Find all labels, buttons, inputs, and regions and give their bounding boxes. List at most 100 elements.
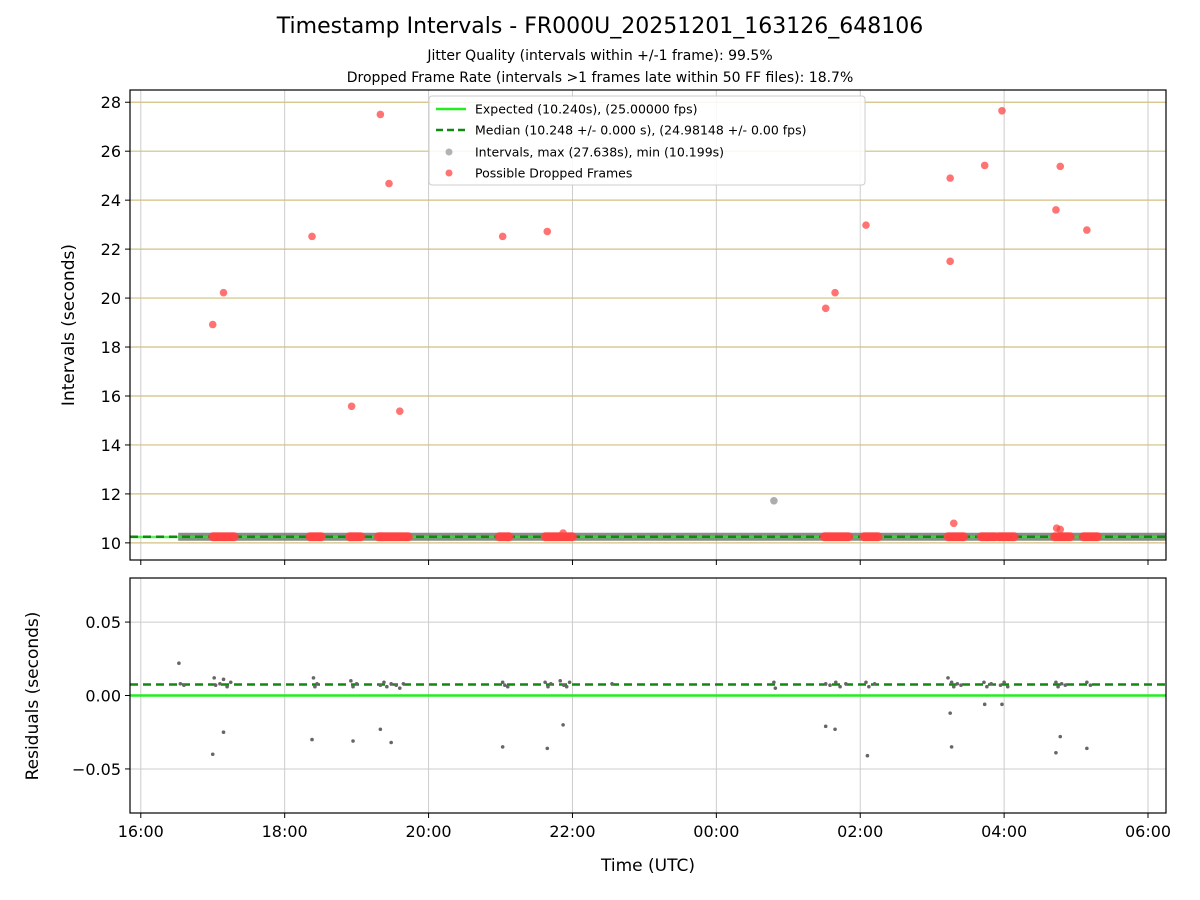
bottom-y-tick-label: 0.00 [85, 687, 121, 706]
top-y-tick-label: 16 [101, 387, 121, 406]
residual-point [865, 753, 870, 758]
residual-point [182, 683, 186, 688]
residual-point [558, 679, 563, 683]
residual-point [562, 683, 566, 688]
legend: Expected (10.240s), (25.00000 fps) Media… [428, 95, 866, 186]
residual-point [543, 680, 547, 685]
residual-point [998, 683, 1003, 688]
legend-dropped-label: Possible Dropped Frames [475, 166, 632, 181]
residual-point [228, 680, 233, 685]
top-y-tick-label: 18 [101, 338, 121, 357]
dropped-frame-point [543, 227, 552, 236]
dropped-frame-point [219, 288, 228, 297]
residual-point [549, 681, 553, 686]
top-y-tick-label: 26 [101, 142, 121, 161]
bottom-plot-ticks: 16:00 18:00 20:00 22:00 00:00 02:00 04:00 06:00… [72, 613, 1171, 841]
dropped-frame-point [873, 532, 883, 542]
x-axis-label: Time (UTC) [600, 856, 695, 876]
dropped-frame-point [959, 532, 969, 542]
residual-point [505, 684, 510, 689]
dropped-frame-point [1009, 532, 1019, 542]
residual-point [955, 681, 960, 686]
legend-expected-label: Expected (10.240s), (25.00000 fps) [475, 102, 697, 117]
residual-point [354, 681, 359, 686]
residual-point [1054, 680, 1058, 685]
residual-point [1063, 683, 1068, 688]
dropped-frame-point [844, 532, 854, 542]
residual-point [382, 680, 386, 685]
residual-point [310, 737, 314, 742]
residual-point [610, 681, 614, 686]
dropped-frame-point [949, 519, 958, 528]
residual-point [833, 727, 837, 732]
dropped-frame-point [308, 232, 316, 241]
residual-point [838, 684, 842, 689]
dropped-frame-point [356, 532, 366, 542]
residual-point [221, 730, 226, 735]
residual-point [951, 684, 956, 689]
chart-title: Timestamp Intervals - FR000U_20251201_16… [276, 14, 924, 39]
residual-point [313, 684, 317, 689]
top-y-tick-label: 10 [101, 534, 121, 553]
residual-point [378, 683, 383, 688]
x-tick-label: 02:00 [837, 822, 883, 841]
legend-dropped-marker-icon [445, 169, 453, 177]
residual-point [394, 683, 398, 688]
dropped-frame-point [403, 532, 413, 542]
residual-point [833, 680, 838, 685]
residual-point [210, 752, 215, 757]
residual-point [982, 702, 987, 707]
interval-point [770, 496, 778, 505]
dropped-frame-point [347, 402, 356, 411]
top-y-tick-label: 22 [101, 240, 121, 259]
residual-point [772, 680, 776, 685]
legend-intervals-label: Intervals, max (27.638s), min (10.199s) [475, 145, 724, 160]
dropped-frame-point [1052, 206, 1060, 214]
residual-point [401, 681, 406, 686]
residual-point [500, 745, 505, 749]
x-tick-label: 00:00 [693, 822, 739, 841]
dropped-frame-point [831, 288, 839, 297]
dropped-frame-point [229, 532, 239, 542]
residual-point [1056, 684, 1060, 689]
dropped-frame-point [946, 257, 954, 266]
residual-point [218, 681, 222, 686]
residual-point [1000, 702, 1004, 707]
dropped-frame-point [1083, 226, 1091, 234]
legend-median-label: Median (10.248 +/- 0.000 s), (24.98148 +… [475, 123, 806, 138]
residual-point [311, 676, 316, 680]
residual-point [178, 681, 183, 686]
residual-point [946, 676, 950, 680]
residual-point [823, 681, 828, 686]
dropped-frame-point [316, 532, 326, 542]
residual-point [351, 684, 355, 689]
x-tick-label: 16:00 [118, 822, 164, 841]
bottom-y-axis-label: Residuals (seconds) [23, 612, 43, 781]
dropped-frame-point [1065, 532, 1075, 542]
dropped-frame-point [376, 110, 385, 119]
dropped-frame-point [504, 532, 514, 542]
residual-point [1059, 681, 1064, 686]
residual-point [989, 681, 993, 686]
residual-point [349, 679, 353, 683]
residual-point [773, 686, 778, 690]
residual-point [949, 680, 954, 685]
residual-point [385, 684, 389, 689]
top-y-tick-label: 24 [101, 191, 121, 210]
dropped-frame-point [998, 107, 1006, 115]
residual-point [545, 746, 550, 751]
dropped-frame-point [498, 232, 507, 241]
residual-point [982, 680, 986, 685]
top-plot-ticks: 10 12 14 16 18 20 22 24 26 28 [101, 93, 1149, 565]
dropped-frame-point [1056, 525, 1065, 534]
residual-point [864, 680, 868, 685]
bottom-y-tick-label: −0.05 [72, 760, 121, 779]
residual-point [546, 684, 550, 689]
x-tick-label: 22:00 [549, 822, 595, 841]
dropped-frame-point [567, 532, 577, 542]
residual-point [389, 740, 393, 745]
x-tick-label: 18:00 [262, 822, 308, 841]
residual-point [1058, 734, 1063, 739]
dropped-frame-point [385, 179, 393, 188]
